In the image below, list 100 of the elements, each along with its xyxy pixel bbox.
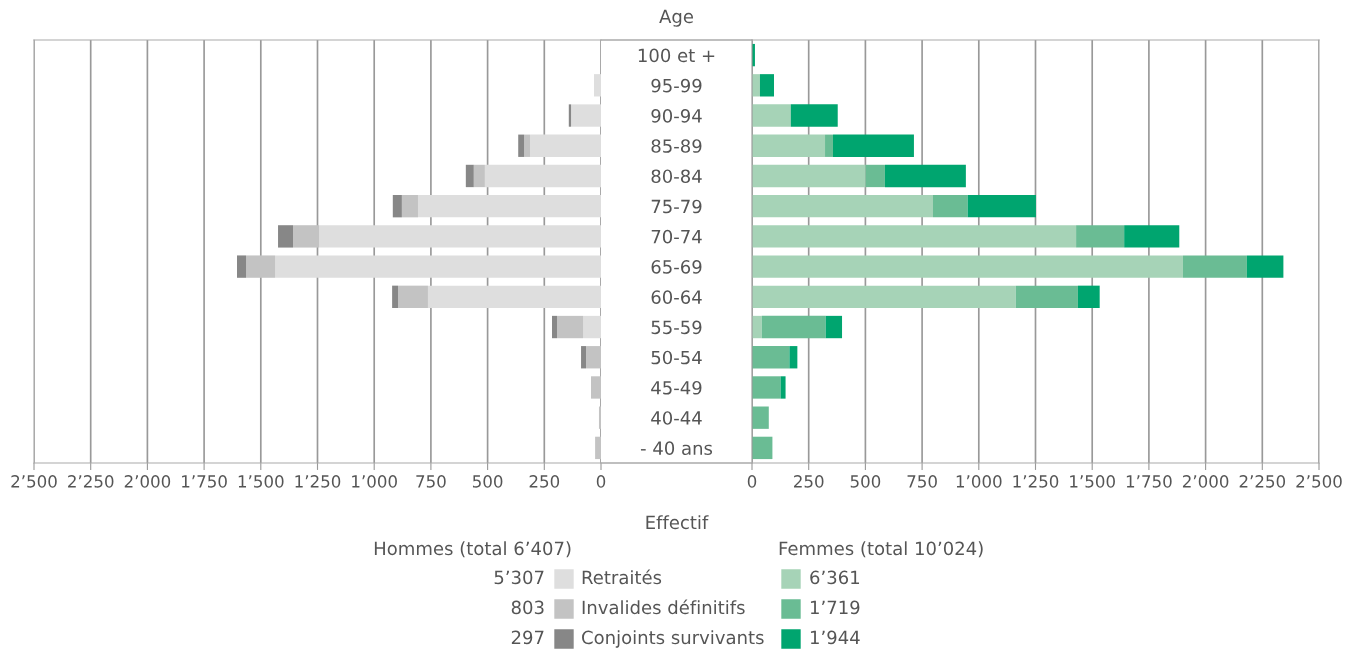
x-tick-label: 2’000 — [1182, 475, 1229, 488]
bar — [1246, 255, 1284, 278]
bar — [761, 315, 826, 339]
bar — [275, 255, 601, 278]
x-tick-label: 1’500 — [238, 475, 284, 488]
y-tick-label: - 40 ans — [640, 441, 713, 456]
text: 6’361 — [810, 570, 860, 585]
x-tick-label: 1’000 — [352, 475, 397, 488]
bar — [759, 74, 774, 97]
bar — [417, 195, 601, 218]
bar — [593, 74, 601, 97]
bar — [752, 315, 762, 339]
bar — [530, 134, 601, 157]
bar — [752, 406, 769, 429]
bar — [752, 255, 1183, 278]
x-tick-label: 1’250 — [1013, 475, 1059, 488]
y-tick-label: 45-49 — [651, 380, 702, 395]
bar — [825, 315, 843, 339]
text: 1’719 — [810, 600, 860, 615]
bar — [598, 406, 601, 429]
bar — [752, 225, 1077, 248]
bar — [484, 164, 601, 188]
text: 5’307 — [494, 570, 544, 585]
bar — [884, 164, 966, 188]
x-tick-label: 0 — [747, 475, 757, 488]
bar — [752, 164, 866, 188]
x-tick-label: 500 — [472, 475, 503, 488]
bar — [398, 285, 428, 308]
legend-title: Hommes (total 6’407) — [374, 541, 571, 558]
y-tick-label: 55-59 — [651, 320, 702, 335]
legend-label: Invalides définitifs — [582, 599, 745, 615]
bar — [571, 104, 601, 127]
bar — [246, 255, 276, 278]
bar — [752, 436, 773, 460]
bar — [1076, 225, 1125, 248]
y-tick-label: 95-99 — [651, 78, 702, 93]
bar — [780, 376, 786, 399]
y-tick-label: 80-84 — [651, 169, 702, 184]
y-tick-label: 40-44 — [651, 411, 702, 425]
y-tick-label: 70-74 — [651, 229, 702, 244]
y-tick-label: 75-79 — [651, 199, 702, 214]
x-tick-label: 250 — [529, 475, 560, 488]
bar — [392, 285, 399, 308]
bar — [552, 315, 557, 339]
x-tick-label: 2’500 — [1296, 475, 1342, 488]
bar — [392, 195, 402, 218]
y-tick-label: 60-64 — [651, 290, 702, 304]
x-tick-label: 1’000 — [956, 475, 1002, 488]
x-axis-title: Effectif — [646, 515, 709, 530]
x-tick-label: 2’250 — [1239, 475, 1286, 488]
bar — [752, 195, 933, 218]
text: Age — [659, 9, 693, 27]
bar — [518, 134, 525, 157]
legend-label: Conjoints survivants — [582, 630, 764, 648]
bar — [1182, 255, 1247, 278]
bar — [1124, 225, 1180, 248]
x-tick-label: 2’500 — [11, 475, 57, 488]
y-tick-label: 90-94 — [651, 108, 702, 123]
y-tick-label: 65-69 — [651, 260, 702, 274]
bar — [583, 315, 601, 339]
x-tick-label: 1’750 — [1126, 475, 1172, 488]
bar — [752, 346, 790, 369]
bar — [319, 225, 601, 248]
bar — [473, 164, 485, 188]
bar — [752, 285, 1016, 308]
bar — [465, 164, 474, 188]
bar — [586, 346, 601, 369]
x-tick-label: 2’250 — [68, 475, 114, 488]
bar — [293, 225, 320, 248]
y-tick-label: 50-54 — [651, 350, 702, 365]
bar — [825, 134, 833, 157]
bar — [568, 104, 572, 127]
bar — [427, 285, 601, 308]
bar — [581, 346, 587, 369]
x-tick-label: 2’000 — [124, 475, 171, 488]
bar — [832, 134, 914, 157]
bar — [790, 104, 838, 127]
bar — [401, 195, 418, 218]
bar — [278, 225, 294, 248]
bar — [752, 376, 781, 399]
bar — [524, 134, 531, 157]
bar — [932, 195, 968, 218]
bar — [752, 104, 791, 127]
bar — [557, 315, 584, 339]
x-tick-label: 1’250 — [295, 475, 341, 488]
bar — [752, 134, 826, 157]
x-tick-label: 500 — [850, 475, 881, 488]
bar — [1077, 285, 1100, 308]
legend-label: Retraités — [582, 569, 662, 585]
x-tick-label: 250 — [794, 475, 824, 488]
bar — [595, 436, 601, 460]
x-tick-label: 1’500 — [1070, 475, 1115, 488]
bar — [236, 255, 247, 278]
bar — [752, 74, 760, 97]
x-tick-label: 750 — [907, 475, 937, 488]
y-tick-label: 100 et + — [638, 48, 715, 63]
bar — [591, 376, 601, 399]
x-tick-label: 750 — [416, 475, 446, 488]
text: 803 — [511, 600, 544, 615]
bar — [967, 195, 1036, 218]
